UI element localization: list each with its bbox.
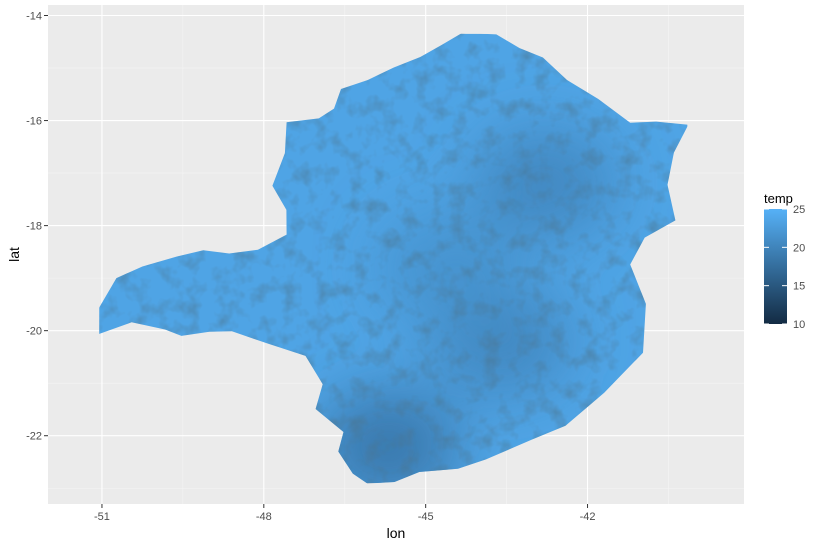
legend-label: 25 [793, 204, 805, 216]
legend-label: 10 [793, 319, 805, 331]
legend-ticks: 25 20 15 10 [764, 204, 805, 331]
legend-label: 15 [793, 281, 805, 293]
y-tick-label: -14 [26, 11, 42, 23]
x-tick-label: -42 [580, 511, 596, 523]
x-axis: -51 -48 -45 -42 [94, 504, 595, 523]
y-axis: -14 -16 -18 -20 -22 [26, 11, 48, 443]
y-tick-label: -20 [26, 326, 42, 338]
x-tick-label: -51 [94, 511, 110, 523]
legend-title: temp [764, 191, 793, 206]
legend-label: 20 [793, 242, 805, 254]
y-axis-title: lat [6, 247, 22, 262]
y-tick-label: -18 [26, 221, 42, 233]
x-tick-label: -45 [418, 511, 434, 523]
x-tick-label: -48 [256, 511, 272, 523]
legend: temp 25 20 15 10 [764, 191, 805, 331]
x-axis-title: lon [387, 525, 406, 541]
legend-colorbar [764, 209, 787, 324]
y-tick-label: -16 [26, 116, 42, 128]
y-tick-label: -22 [26, 431, 42, 443]
